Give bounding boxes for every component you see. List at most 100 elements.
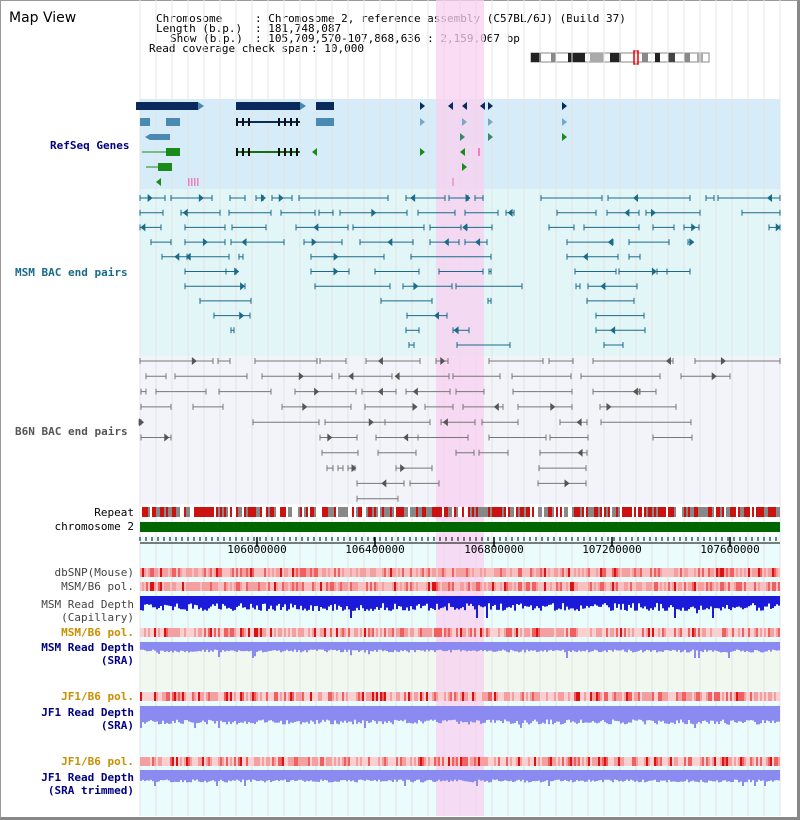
jf1-b6-pol-trimmed-heat-cell [604,757,606,766]
repeat-mark [164,507,166,517]
repeat-mark [666,507,668,517]
msm-b6-pol-sra-heat-cell [366,628,368,637]
msm-sra-depth-bar [332,642,334,651]
msm-capillary-depth-bar [426,596,428,604]
msm-capillary-depth-bar [552,596,554,604]
msm-capillary-depth-bar [404,596,406,611]
msm-capillary-depth-bar [730,596,732,611]
jf1-trimmed-depth-bar [722,770,724,781]
jf1-b6-pol-trimmed-heat-cell [252,757,254,766]
msm-capillary-depth-bar [480,596,482,607]
msm-b6-pol-heat-cell [724,582,726,591]
jf1-b6-pol-trimmed-heat-cell [758,757,760,766]
jf1-sra-depth-bar [252,706,254,724]
msm-b6-pol-heat-cell [170,582,172,591]
jf1-sra-depth-bar [244,706,246,722]
msm-bac-pair-arrow [775,223,781,232]
repeat-mark [598,507,600,517]
jf1-b6-pol-heat-cell [154,692,156,701]
jf1-trimmed-depth-bar [162,770,164,781]
repeat-mark [194,507,196,517]
msm-b6-pol-sra-heat-cell [274,628,276,637]
repeat-mark [728,507,730,517]
jf1-sra-depth-bar [248,706,250,722]
jf1-trimmed-depth-bar [298,770,300,780]
jf1-b6-pol-heat-cell [502,692,504,701]
msm-b6-pol-heat-cell [426,582,428,591]
length-value: : 181,748,087 [255,22,342,35]
jf1-trimmed-depth-bar [438,770,440,780]
dbsnp-heat-cell [398,568,400,577]
jf1-trimmed-depth-bar [208,770,210,782]
msm-capillary-depth-bar [634,596,636,611]
app-title: Map View [9,10,77,26]
msm-sra-depth-bar [526,642,528,650]
dbsnp-heat-cell [604,568,606,577]
jf1-b6-pol-heat-cell [698,692,700,701]
jf1-trimmed-depth-bar [360,770,362,780]
msm-capillary-depth-bar [540,596,542,611]
msm-b6-pol-heat-cell [252,582,254,591]
b6n-bac-pair-arrow [711,372,717,381]
dbsnp-heat-cell [674,568,676,577]
jf1-sra-depth-bar [410,706,412,724]
msm-capillary-depth-bar [548,596,550,605]
msm-capillary-depth-bar [766,596,768,607]
msm-sra-depth-bar [604,642,606,651]
msm-sra-depth-bar [364,642,366,653]
msm-sra-depth-bar [314,642,316,650]
dbsnp-heat-cell [704,568,706,577]
msm-sra-depth-bar [562,642,564,650]
msm-b6-pol-sra-heat-cell [196,628,198,637]
jf1-trimmed-depth-bar [626,770,628,780]
msm-sra-depth-bar [352,642,354,651]
msm-sra-depth-bar [602,642,604,652]
jf1-b6-pol-trimmed-heat-cell [162,757,164,766]
msm-sra-depth-bar [654,642,656,651]
axis-tick-label: 106400000 [345,543,405,556]
msm-capillary-depth-bar [492,596,494,606]
msm-capillary-depth-bar [380,596,382,608]
jf1-b6-pol-heat-cell [676,692,678,701]
jf1-trimmed-depth-bar [344,770,346,781]
repeat-mark [592,507,594,517]
msm-capillary-depth-bar [234,596,236,610]
repeat-mark [448,507,450,517]
msm-b6-pol-sra-heat-cell [202,628,204,637]
msm-sra-depth-bar [662,642,664,652]
msm-sra-depth-bar [212,642,214,652]
msm-b6-pol-sra-heat-cell [328,628,330,637]
jf1-b6-pol-heat-cell [510,692,512,701]
msm-b6-pol-heat-cell [226,582,228,591]
msm-b6-pol-heat-cell [494,582,496,591]
jf1-b6-pol-trimmed-heat-cell [476,757,478,766]
jf1-b6-pol-trimmed-heat-cell [762,757,764,766]
msm-sra-depth-bar [306,642,308,653]
dbsnp-heat-cell [188,568,190,577]
repeat-mark [228,507,230,517]
msm-b6-pol-sra-heat-cell [210,628,212,637]
msm-capillary-depth-bar [182,596,184,610]
repeat-mark [560,507,562,517]
dbsnp-heat-cell [698,568,700,577]
jf1-b6-pol-heat-cell [370,692,372,701]
jf1-b6-pol-heat-cell [144,692,146,701]
msm-b6-pol-sra-heat-cell [478,628,480,637]
msm-b6-pol-sra-heat-cell [300,628,302,637]
dbsnp-heat-cell [500,568,502,577]
msm-sra-depth-bar [420,642,422,651]
msm-sra-depth-bar [436,642,438,651]
dbsnp-heat-cell [202,568,204,577]
repeat-mark [600,507,602,517]
jf1-trimmed-depth-bar [594,770,596,782]
coverage-key: Read coverage check span [149,42,308,55]
msm-b6-pol-heat-cell [566,582,568,591]
msm-sra-depth-bar [770,642,772,652]
jf1-trimmed-depth-bar [516,770,518,781]
msm-b6-pol-sra-heat-cell [472,628,474,637]
msm-capillary-depth-bar [214,596,216,606]
jf1-sra-depth-bar [258,706,260,721]
msm-sra-depth-bar [734,642,736,651]
repeat-mark [646,507,648,517]
